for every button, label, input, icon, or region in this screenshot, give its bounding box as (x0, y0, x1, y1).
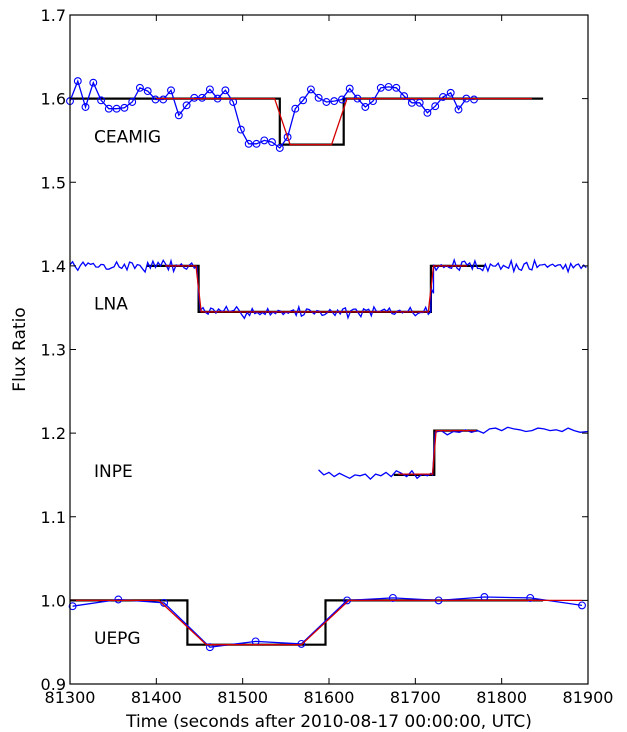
ceamig-observed-point (439, 93, 447, 101)
x-tick-label: 81600 (304, 688, 355, 707)
ceamig-observed-point (299, 96, 308, 105)
y-tick-label: 1.0 (41, 591, 66, 610)
x-tick-label: 81700 (390, 688, 441, 707)
lna-fit-line (165, 265, 468, 313)
uepg-observed-point (205, 643, 214, 652)
y-tick-label: 1.1 (41, 508, 66, 527)
ceamig-observed-point (182, 101, 191, 110)
station-lna (69, 257, 587, 320)
uepg-observed-point (297, 639, 306, 648)
station-label-uepg: UEPG (94, 629, 141, 649)
ceamig-observed-point (198, 93, 207, 102)
lna-observed-line (69, 257, 587, 320)
ceamig-observed-point (167, 86, 175, 95)
station-labels: CEAMIG LNA INPE UEPG (94, 127, 161, 649)
y-tick-label: 1.5 (41, 173, 66, 192)
ceamig-observed-point (400, 92, 409, 101)
ceamig-observed-point (384, 82, 393, 91)
plot-area (70, 15, 588, 684)
uepg-observed-point (388, 593, 397, 602)
ceamig-observed-point (143, 87, 152, 96)
ceamig-observed-point (291, 104, 300, 113)
ceamig-observed-point (275, 144, 284, 152)
uepg-observed-point (578, 601, 586, 610)
ceamig-observed-point (470, 95, 478, 104)
ceamig-observed-point (345, 84, 354, 93)
station-label-ceamig: CEAMIG (94, 127, 161, 147)
ceamig-observed-point (268, 138, 276, 147)
ceamig-observed-point (423, 108, 432, 117)
ceamig-observed-point (236, 125, 245, 134)
station-label-lna: LNA (94, 295, 128, 315)
ceamig-observed-point (376, 83, 385, 92)
ceamig-observed-point (112, 104, 121, 113)
axis-ticks: 81300 81400 81500 81600 81700 81800 81900 0.9 1.… (41, 6, 614, 707)
x-tick-label: 81300 (45, 688, 96, 707)
ceamig-observed-point (322, 98, 331, 106)
ceamig-observed-point (159, 95, 168, 104)
x-tick-label: 81500 (217, 688, 268, 707)
ceamig-observed-point (190, 93, 199, 102)
ceamig-observed-point (407, 98, 416, 107)
ceamig-observed-point (252, 139, 261, 148)
inpe-observed-line (318, 426, 589, 481)
y-axis-label: Flux Ratio (10, 307, 30, 391)
ceamig-observed-point (361, 103, 370, 111)
uepg-observed-point (526, 593, 535, 602)
ceamig-observed-point (221, 86, 230, 95)
x-tick-label: 81400 (131, 688, 182, 707)
y-tick-label: 1.6 (41, 90, 66, 109)
ceamig-observed-point (97, 96, 106, 105)
ceamig-observed-point (306, 85, 315, 94)
ceamig-observed-point (415, 98, 424, 107)
station-ceamig (66, 77, 544, 152)
station-label-inpe: INPE (94, 462, 133, 482)
y-tick-label: 0.9 (41, 675, 66, 694)
ceamig-observed-point (392, 83, 401, 92)
x-axis-label: Time (seconds after 2010-08-17 00:00:00,… (125, 712, 532, 732)
x-tick-label: 81800 (476, 688, 527, 707)
ceamig-observed-point (120, 103, 129, 112)
ceamig-observed-point (446, 88, 455, 97)
ceamig-observed-point (369, 97, 377, 106)
ceamig-observed-point (151, 95, 160, 104)
ceamig-observed-point (128, 98, 137, 106)
ceamig-observed-point (81, 103, 90, 111)
ceamig-observed-point (337, 95, 346, 104)
station-uepg (68, 593, 586, 652)
ceamig-observed-point (73, 77, 82, 86)
uepg-observed-point (114, 595, 123, 604)
y-tick-label: 1.2 (41, 424, 66, 443)
ceamig-observed-point (314, 93, 323, 102)
ceamig-observed-point (260, 136, 269, 145)
y-tick-label: 1.3 (41, 341, 66, 360)
ceamig-observed-point (89, 78, 98, 87)
uepg-fit-line (70, 599, 582, 646)
ceamig-observed-point (135, 83, 144, 92)
y-tick-label: 1.4 (41, 257, 66, 276)
ceamig-fit-line (156, 97, 532, 146)
ceamig-observed-point (330, 97, 339, 106)
ceamig-observed-point (104, 104, 113, 113)
ceamig-observed-point (454, 105, 463, 114)
ceamig-observed-point (174, 111, 183, 120)
ceamig-observed-point (431, 102, 440, 111)
x-tick-label: 81900 (563, 688, 614, 707)
ceamig-observed-point (205, 85, 214, 94)
uepg-observed-line (72, 596, 583, 648)
ceamig-observed-point (244, 139, 253, 148)
ceamig-observed-point (283, 133, 292, 142)
station-inpe (318, 426, 589, 481)
data-layer (66, 77, 589, 652)
inpe-fit-line (398, 429, 476, 475)
uepg-observed-point (68, 602, 77, 611)
y-tick-label: 1.7 (41, 6, 66, 25)
